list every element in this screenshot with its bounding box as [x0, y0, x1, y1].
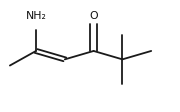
- Text: O: O: [89, 11, 98, 21]
- Text: NH₂: NH₂: [26, 11, 46, 21]
